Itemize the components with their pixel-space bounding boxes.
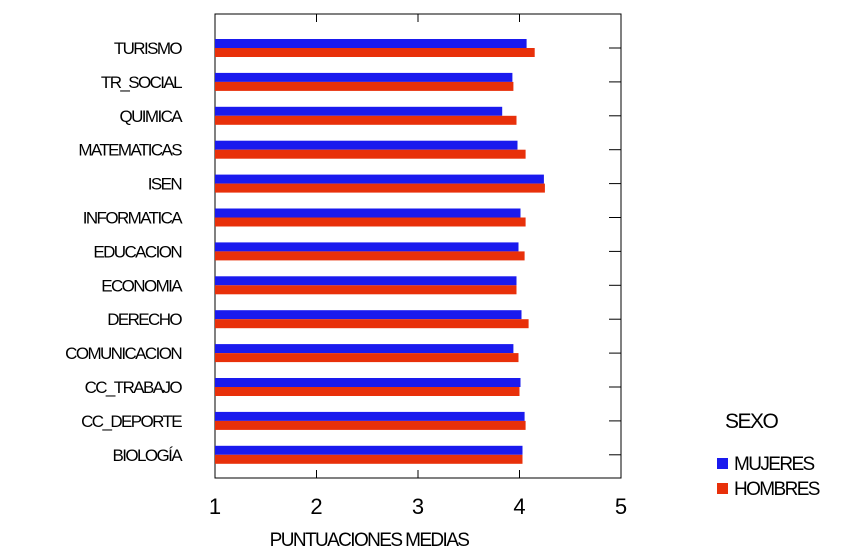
bar-mujeres-matematicas [215,140,518,150]
x-axis-ticks: 1 2 3 4 5 [209,14,627,519]
bar-hombres-derecho [215,319,529,329]
bar-hombres-matematicas [215,149,526,159]
bar-mujeres-comunicacion [215,344,514,354]
bar-hombres-cc-trabajo [215,387,520,396]
bar-mujeres-economia [215,276,517,286]
category-label-quimica: QUIMICA [119,107,183,126]
category-labels: TURISMO TR_SOCIAL QUIMICA MATEMATICAS ISEN IN… [65,39,185,465]
bar-hombres-informatica [215,217,526,227]
category-label-comunicacion: COMUNICACION [65,344,181,363]
x-tick-label-1: 1 [209,494,221,519]
bar-mujeres-quimica [215,106,503,116]
bar-hombres-economia [215,285,517,295]
bars-group [215,39,621,464]
x-axis-title: PUNTUACIONES MEDIAS [270,530,470,549]
category-label-tr-social: TR_SOCIAL [101,73,182,92]
legend: SEXO MUJERES HOMBRES [717,410,821,500]
category-label-isen: ISEN [148,175,182,194]
bar-mujeres-isen [215,174,544,184]
bar-mujeres-biologia [215,445,523,455]
bar-hombres-educacion [215,251,525,261]
legend-swatch-hombres [717,483,728,494]
bar-hombres-isen [215,183,545,193]
x-tick-label-3: 3 [412,494,424,519]
legend-title: SEXO [725,410,779,433]
category-label-economia: ECONOMIA [101,276,183,295]
category-label-informatica: INFORMATICA [83,209,184,228]
bar-hombres-cc-deporte [215,420,526,430]
bar-mujeres-cc-deporte [215,411,525,421]
bar-hombres-comunicacion [215,353,519,363]
bar-mujeres-turismo [215,39,527,48]
category-label-turismo: TURISMO [114,39,183,58]
legend-label-mujeres: MUJERES [734,454,815,475]
x-tick-label-2: 2 [310,494,322,519]
category-label-biologia: BIOLOGÍA [113,446,184,465]
bar-mujeres-derecho [215,310,522,320]
bar-hombres-tr-social [215,81,514,91]
category-label-cc-trabajo: CC_TRABAJO [85,378,183,397]
bar-hombres-turismo [215,48,535,57]
category-label-educacion: EDUCACION [93,242,181,261]
x-tick-label-5: 5 [615,494,627,519]
x-tick-label-4: 4 [513,494,525,519]
category-label-matematicas: MATEMATICAS [78,141,182,160]
bar-hombres-quimica [215,115,517,125]
category-label-derecho: DERECHO [107,310,182,329]
category-label-cc-deporte: CC_DEPORTE [81,412,182,431]
bar-mujeres-cc-trabajo [215,378,521,387]
bar-hombres-biologia [215,454,523,464]
bar-mujeres-educacion [215,242,519,252]
bar-mujeres-tr-social [215,72,513,82]
legend-label-hombres: HOMBRES [734,479,820,500]
legend-swatch-mujeres [717,458,728,469]
bar-mujeres-informatica [215,208,521,218]
